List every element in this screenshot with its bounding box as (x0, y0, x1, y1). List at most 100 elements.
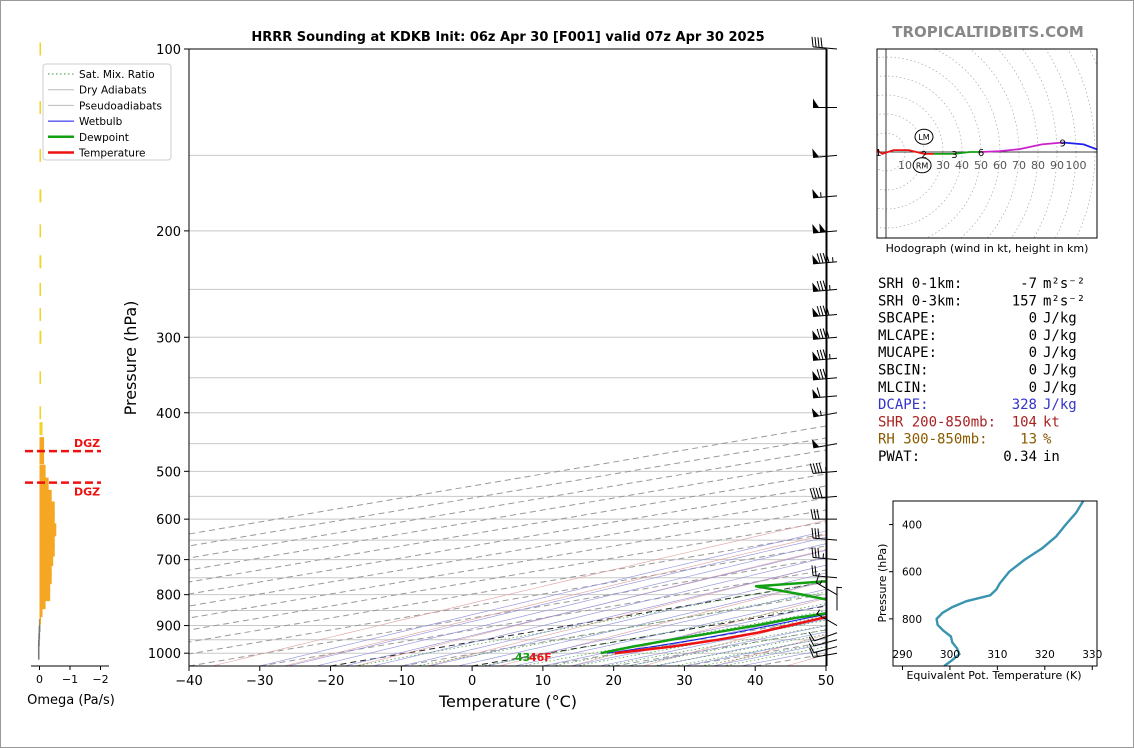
dgz-label: DGZ (74, 437, 100, 450)
barb-feather (819, 349, 824, 360)
stat-unit: J/kg (1043, 345, 1077, 361)
x-tick-label: 0 (468, 674, 476, 689)
stat-value: 0 (1029, 345, 1037, 361)
omega-tick-label: −1 (62, 673, 78, 686)
stat-unit: J/kg (1043, 328, 1077, 344)
legend-box (42, 63, 172, 161)
stat-unit: J/kg (1043, 380, 1077, 396)
y-tick-label: 800 (156, 589, 181, 604)
stat-row: MLCAPE: 0 J/kg (878, 328, 1077, 344)
barb-feather (816, 253, 821, 264)
theta-e-chart: 290 300 310 320 330 400 600 800 Equivalent Pot.… (876, 500, 1102, 682)
omega-bar (39, 611, 41, 625)
omega-bar (38, 626, 41, 640)
barb-feather (822, 252, 827, 263)
barb-feather (816, 305, 821, 317)
moist-adiabat (457, 580, 826, 666)
wind-barb (809, 647, 838, 658)
omega-bar (39, 422, 43, 436)
stat-unit: J/kg (1043, 363, 1077, 379)
barb-staff (813, 470, 838, 474)
barb-feather (814, 547, 817, 558)
surface-temp-label: 43 (515, 651, 530, 664)
isotherm-line (189, 473, 826, 583)
theta-e-x-label: Equivalent Pot. Temperature (K) (906, 669, 1081, 682)
moist-adiabat (344, 550, 826, 666)
barb-staff (813, 575, 838, 579)
stat-unit: m²s⁻² (1043, 276, 1085, 292)
barb-feather (809, 647, 814, 658)
stat-unit: J/kg (1043, 311, 1077, 327)
barb-feather (820, 37, 823, 48)
isotherm-line (401, 593, 826, 666)
barb-feather (816, 369, 821, 380)
dry-adiabat (570, 597, 826, 666)
omega-bar (37, 646, 40, 660)
barb-staff (813, 557, 838, 561)
omega-bar (39, 189, 42, 203)
dry-adiabat (786, 654, 826, 666)
isotherm-line (189, 497, 826, 607)
x-tick-label: 10 (535, 674, 552, 689)
omega-bar (39, 148, 42, 162)
stat-label: PWAT: (878, 449, 920, 465)
barb-flag (812, 282, 820, 292)
omega-bar (39, 101, 41, 115)
stat-label: RH 300-850mb: (878, 432, 988, 448)
barb-feather (814, 565, 817, 576)
x-axis-label: Temperature (°C) (438, 692, 577, 711)
wind-barb (811, 36, 838, 50)
barb-staff (813, 46, 838, 50)
barb-flag (812, 188, 820, 198)
hodograph-ring-label: 10 (898, 159, 912, 172)
wind-barb (811, 547, 838, 561)
theta-x-tick-label: 310 (987, 649, 1007, 661)
wind-barb (812, 328, 838, 340)
isotherm-line (259, 569, 826, 666)
omega-bar (39, 42, 41, 56)
y-tick-label: 700 (156, 554, 181, 569)
wetbulb-line (607, 614, 826, 654)
barb-feather (825, 252, 830, 263)
x-tick-label: −30 (246, 674, 273, 689)
dgz-label: DGZ (74, 486, 100, 499)
barb-staff (813, 646, 838, 654)
x-tick-label: 40 (747, 674, 764, 689)
barb-staff (813, 288, 838, 293)
moist-adiabat (316, 543, 826, 666)
omega-bar (39, 330, 42, 344)
barb-feather (811, 547, 814, 558)
legend-entry: Sat. Mix. Ratio (79, 69, 155, 81)
barb-staff (813, 154, 838, 158)
hodograph-trace (1062, 141, 1097, 151)
barb-feather (816, 328, 821, 339)
stat-row: RH 300-850mb: 13% (878, 432, 1052, 448)
dry-adiabat (1074, 49, 1134, 666)
surface-dewpoint-label: 46F (529, 651, 552, 664)
barb-flag (819, 223, 827, 233)
isotherm-line (825, 665, 826, 666)
dry-adiabat (355, 549, 826, 666)
skewt-series (600, 580, 826, 655)
isotherm-line (189, 485, 826, 595)
barb-flag (811, 438, 820, 448)
x-tick-label: −10 (388, 674, 415, 689)
rm-marker (912, 157, 932, 174)
moist-adiabat (288, 536, 826, 666)
theta-x-tick-label: 300 (940, 649, 960, 661)
omega-tick-label: −2 (92, 673, 108, 686)
dry-adiabat (283, 534, 826, 666)
stat-row: SRH 0-3km: 157 m²s⁻² (878, 293, 1085, 309)
omega-bar (39, 596, 46, 610)
stat-label: SBCAPE: (878, 311, 937, 327)
omega-tick-label: 0 (36, 673, 43, 686)
barb-feather (811, 565, 814, 576)
barb-feather (816, 280, 821, 292)
barb-feather (815, 572, 820, 583)
x-tick-label: −40 (175, 674, 202, 689)
barb-staff (813, 230, 838, 234)
barb-feather (822, 349, 827, 360)
hodograph-ring-label: 70 (1012, 159, 1026, 172)
hodograph-frame (876, 48, 1098, 239)
barb-feather (816, 349, 821, 360)
